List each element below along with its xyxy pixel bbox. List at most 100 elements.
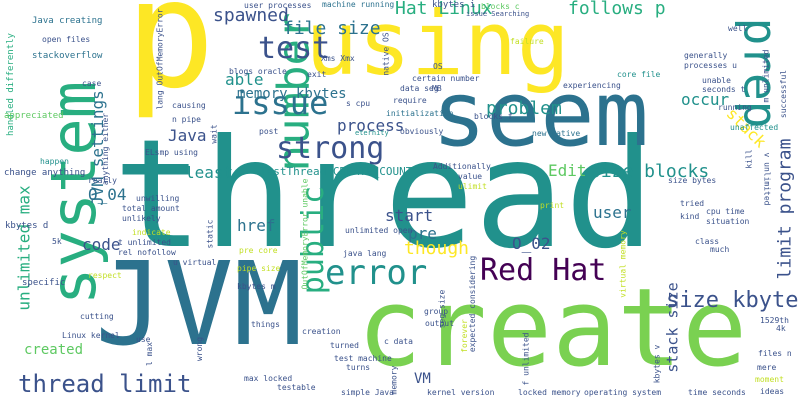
word: href xyxy=(237,218,276,234)
word: max locked xyxy=(244,375,292,383)
word: respect xyxy=(88,272,122,280)
word: causing xyxy=(172,102,206,110)
word: much xyxy=(710,246,729,254)
word: time seconds xyxy=(688,389,746,397)
word: O_02 xyxy=(512,236,551,252)
word: simple Java xyxy=(341,389,394,397)
word: case xyxy=(82,80,101,88)
word: print xyxy=(540,202,564,210)
word: initialization xyxy=(386,110,453,118)
word: processes u xyxy=(684,62,737,70)
word: Additionally xyxy=(433,163,491,171)
word: Linux kernel xyxy=(62,332,120,340)
word: limit program xyxy=(776,139,794,280)
word: eternity xyxy=(355,130,389,137)
word: tried xyxy=(680,200,704,208)
word: post xyxy=(259,128,278,136)
word: running xyxy=(718,104,752,112)
word: blocks f xyxy=(474,113,513,121)
word: failure xyxy=(510,38,544,46)
word: locked memory xyxy=(518,389,581,397)
word: unwilling xyxy=(136,195,179,203)
word: files n xyxy=(758,350,792,358)
word: ulimit xyxy=(458,183,487,191)
word: OS xyxy=(433,63,443,71)
word: virtual memory xyxy=(620,230,628,297)
word: generally xyxy=(684,52,727,60)
word: OutOfMemoryError unable xyxy=(301,179,309,290)
word: start xyxy=(385,208,433,224)
word: Edit xyxy=(548,163,587,179)
word: memory kbytes xyxy=(237,87,347,101)
word: O_04 xyxy=(88,187,127,203)
word: successful xyxy=(780,70,788,118)
word: anything either xyxy=(102,113,110,185)
word: stack size xyxy=(666,282,681,372)
word: kbytes m xyxy=(237,283,276,291)
word: obviously xyxy=(400,128,443,136)
word: kill xyxy=(746,149,754,168)
word: v unlimited xyxy=(762,153,770,206)
word: t unlimited xyxy=(118,239,171,247)
word: user xyxy=(593,205,632,221)
word: new native xyxy=(532,130,580,138)
word: kernel version xyxy=(427,389,494,397)
word: things xyxy=(251,321,280,329)
word: open files xyxy=(42,36,90,44)
word: 4k xyxy=(776,325,786,333)
word: 1529th xyxy=(760,317,789,325)
word: Red Hat xyxy=(480,256,606,286)
word: change anything xyxy=(4,169,85,178)
word: require xyxy=(393,97,427,105)
word: Java xyxy=(168,128,207,144)
word: unlimited open xyxy=(345,227,412,235)
word: appreciated xyxy=(4,112,64,121)
word: mere xyxy=(757,364,776,372)
word: l max xyxy=(146,342,154,366)
word: kbytes v xyxy=(653,345,661,384)
word: size bytes xyxy=(668,177,716,185)
word: well xyxy=(728,25,747,33)
word: follows p xyxy=(568,0,666,18)
word: rel nofollow xyxy=(118,249,176,257)
word: unaffected xyxy=(730,124,778,132)
word: issue Searching xyxy=(466,11,529,18)
word: testable xyxy=(277,384,316,392)
word: creation xyxy=(302,328,341,336)
word: thread limit xyxy=(18,372,191,396)
word: error xyxy=(325,256,427,290)
word: turns xyxy=(346,364,370,372)
word: cutting xyxy=(80,313,114,321)
word: p xyxy=(125,0,215,110)
word: happen xyxy=(40,158,69,166)
word: indicate xyxy=(132,229,171,237)
word: created xyxy=(24,343,83,357)
word: size kbytes xyxy=(666,290,800,312)
word: c data xyxy=(384,338,413,346)
word: test machine xyxy=(334,355,392,363)
word: Java creating xyxy=(32,17,102,26)
word: least xyxy=(185,165,233,181)
word: wrong xyxy=(196,337,204,361)
word: user processes xyxy=(244,2,311,10)
word: s cpu xyxy=(346,100,370,108)
word: 5k xyxy=(52,238,62,246)
word: though xyxy=(404,240,469,258)
word: VM xyxy=(414,372,431,386)
word: seg size xyxy=(438,290,446,329)
word: operating system xyxy=(584,389,661,397)
word: certain number xyxy=(412,75,479,83)
word: forever xyxy=(461,319,469,353)
word: n pipe xyxy=(172,116,201,124)
word: wait xyxy=(211,124,219,143)
word: turned xyxy=(330,342,359,350)
word: experiencing xyxy=(563,82,621,90)
word: cpu time xyxy=(706,208,745,216)
word: specific xyxy=(22,279,65,288)
word: u virtual xyxy=(173,259,216,267)
word: unlimited max xyxy=(17,185,33,310)
word: strong xyxy=(276,134,384,164)
word: ELsmp using xyxy=(145,149,198,157)
word: Xms Xmx xyxy=(321,55,355,63)
